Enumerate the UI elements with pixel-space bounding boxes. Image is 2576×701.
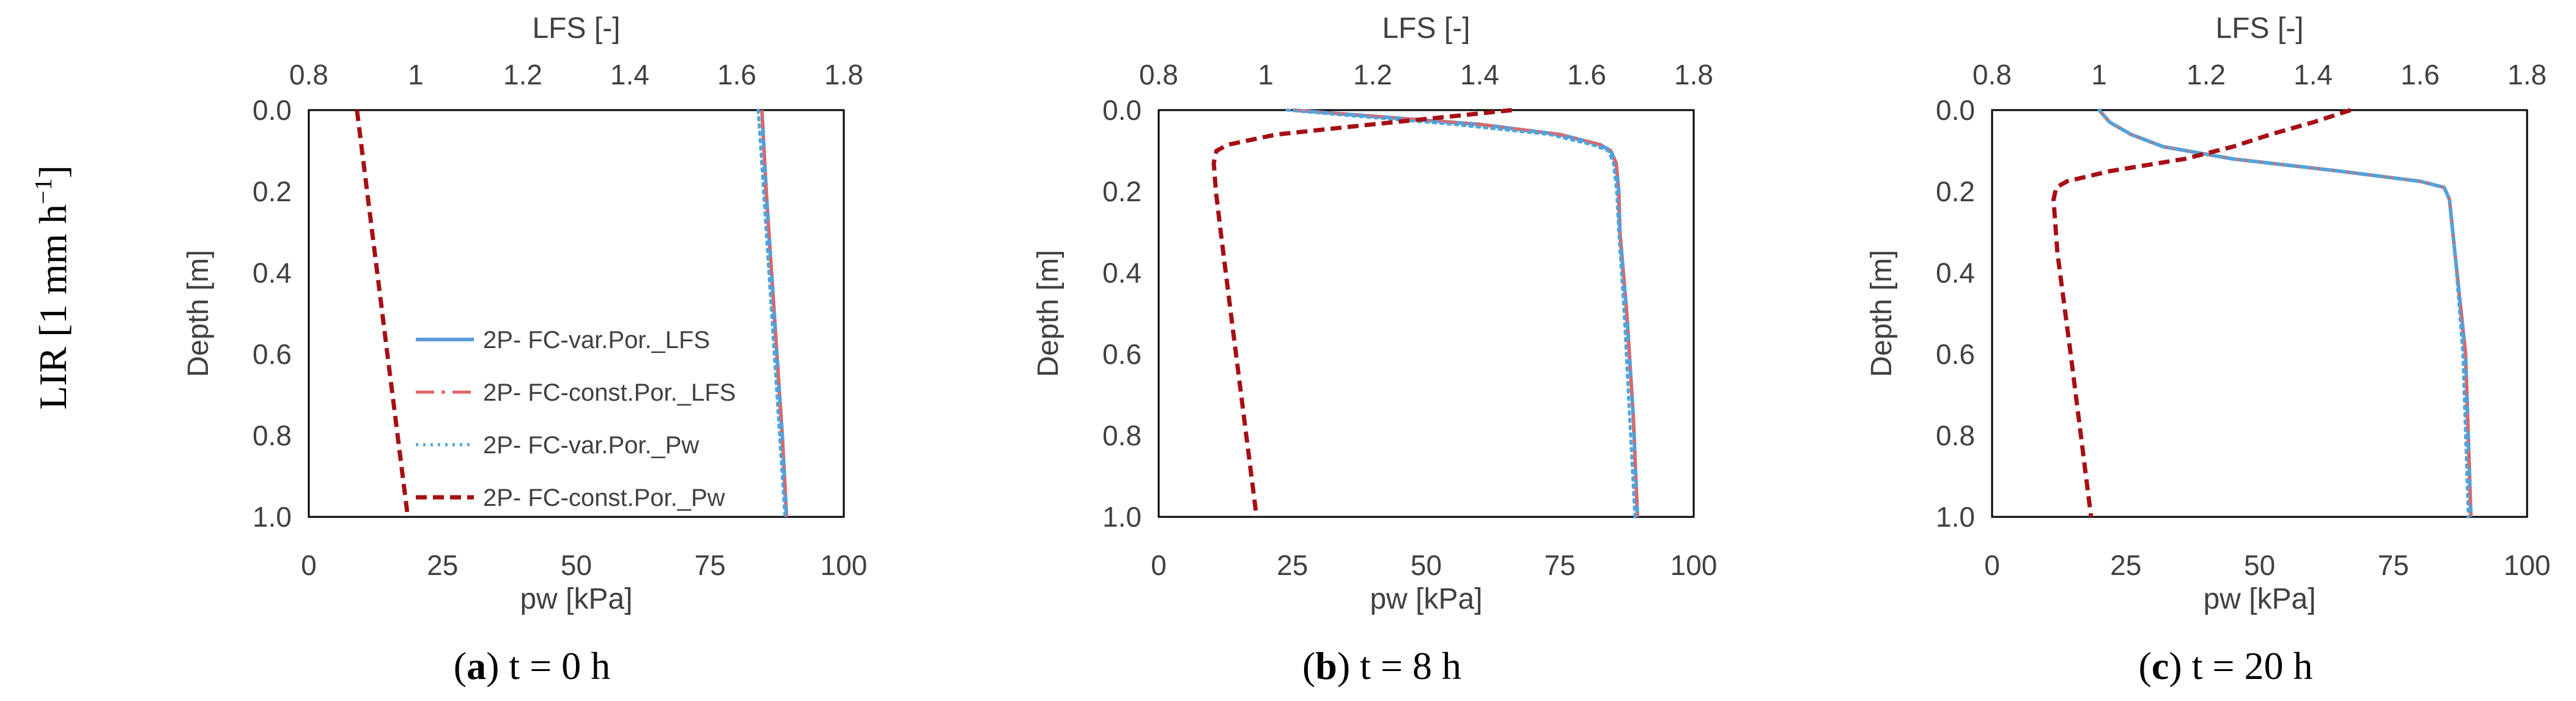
chart-panel-b: 0.8 1 1.2 1.4 1.6 1.8 LFS [-] 0 25 50 75 100 pw [kPa… <box>1032 12 1717 688</box>
top-tick-label: 1 <box>2091 59 2107 91</box>
y-tick-label: 0.2 <box>1936 176 1975 207</box>
y-axis-label: Depth [m] <box>1866 250 1898 377</box>
y-tick-label: 0.2 <box>253 176 292 207</box>
top-tick-label: 1.4 <box>2294 59 2333 91</box>
y-tick-label: 0.8 <box>1936 420 1975 451</box>
top-axis-label: LFS [-] <box>1382 12 1470 45</box>
y-tick-label: 0.8 <box>1102 420 1142 451</box>
top-tick-label: 1.8 <box>1674 59 1713 91</box>
bottom-tick-label: 0 <box>1984 549 2000 581</box>
panel-caption: (b) t = 8 h <box>1302 644 1461 688</box>
top-axis-label: LFS [-] <box>2215 12 2303 45</box>
legend: 2P- FC-var.Por._LFS 2P- FC-const.Por._LFS… <box>416 327 736 511</box>
bottom-tick-label: 100 <box>2504 549 2551 581</box>
bottom-tick-label: 50 <box>1411 549 1442 581</box>
top-tick-label: 0.8 <box>1139 59 1178 91</box>
top-tick-label: 1 <box>1258 59 1274 91</box>
series-line-const-pw <box>1211 108 1512 517</box>
row-label: LIR [1 mm h−1] <box>29 165 75 410</box>
y-tick-label: 0.8 <box>253 420 292 451</box>
bottom-tick-label: 75 <box>2378 549 2409 581</box>
y-tick-label: 0.4 <box>253 257 292 289</box>
legend-label: 2P- FC-const.Por._LFS <box>483 379 736 406</box>
top-tick-label: 0.8 <box>289 59 328 91</box>
top-tick-label: 1.4 <box>610 59 649 91</box>
y-tick-label: 0.6 <box>253 338 292 370</box>
series-line-var-pw <box>1285 108 1637 519</box>
chart-panel-c: 0.8 1 1.2 1.4 1.6 1.8 LFS [-] 0 25 50 75 100 pw [kPa… <box>1866 12 2550 688</box>
bottom-tick-label: 75 <box>695 549 726 581</box>
y-tick-label: 0.6 <box>1936 338 1975 370</box>
series-line-var-pw <box>2097 108 2470 519</box>
y-tick-label: 0.0 <box>1102 94 1142 126</box>
top-tick-label: 1.6 <box>717 59 756 91</box>
legend-label: 2P- FC-var.Por._Pw <box>483 432 699 459</box>
top-tick-label: 1.4 <box>1460 59 1499 91</box>
series-line-const-lfs <box>1292 108 1639 517</box>
top-tick-label: 1.6 <box>2401 59 2440 91</box>
top-axis-label: LFS [-] <box>532 12 620 45</box>
top-tick-label: 0.8 <box>1973 59 2012 91</box>
y-tick-label: 0.6 <box>1102 338 1142 370</box>
y-tick-label: 1.0 <box>1102 501 1142 533</box>
plot-frame <box>308 109 845 518</box>
y-tick-label: 1.0 <box>1936 501 1975 533</box>
bottom-axis-label: pw [kPa] <box>2203 583 2316 615</box>
top-tick-label: 1 <box>408 59 424 91</box>
top-tick-label: 1.2 <box>2187 59 2226 91</box>
bottom-axis-label: pw [kPa] <box>1370 583 1482 615</box>
bottom-tick-label: 100 <box>821 549 868 581</box>
y-tick-label: 1.0 <box>253 501 292 533</box>
bottom-tick-label: 25 <box>1277 549 1308 581</box>
legend-label: 2P- FC-const.Por._Pw <box>483 484 725 511</box>
panel-caption: (a) t = 0 h <box>454 644 611 688</box>
top-tick-label: 1.8 <box>2508 59 2547 91</box>
bottom-tick-label: 100 <box>1670 549 1718 581</box>
bottom-axis-label: pw [kPa] <box>520 583 632 615</box>
series-line-const-lfs <box>760 109 788 517</box>
y-axis-label: Depth [m] <box>1032 250 1065 377</box>
series-line-var-pw <box>756 108 787 519</box>
y-axis-label: Depth [m] <box>182 250 215 377</box>
panel-caption: (c) t = 20 h <box>2139 644 2313 688</box>
bottom-tick-label: 50 <box>561 549 592 581</box>
y-tick-label: 0.0 <box>1936 94 1975 126</box>
y-tick-label: 0.4 <box>1102 257 1142 289</box>
chart-panel-a: 0.8 1 1.2 1.4 1.6 1.8 LFS [-] 0 25 50 75 100 pw [kPa… <box>182 12 867 688</box>
bottom-tick-label: 0 <box>301 549 317 581</box>
y-tick-label: 0.4 <box>1936 257 1975 289</box>
plot-frame <box>1991 109 2528 518</box>
bottom-tick-label: 75 <box>1544 549 1576 581</box>
bottom-tick-label: 50 <box>2244 549 2275 581</box>
y-tick-label: 0.2 <box>1102 176 1142 207</box>
top-tick-label: 1.8 <box>824 59 863 91</box>
bottom-tick-label: 25 <box>427 549 458 581</box>
bottom-tick-label: 0 <box>1151 549 1167 581</box>
top-tick-label: 1.6 <box>1567 59 1606 91</box>
legend-label: 2P- FC-var.Por._LFS <box>483 327 710 354</box>
series-line-const-pw <box>2051 108 2352 517</box>
top-tick-label: 1.2 <box>503 59 542 91</box>
y-tick-label: 0.0 <box>253 94 292 126</box>
top-tick-label: 1.2 <box>1353 59 1392 91</box>
bottom-tick-label: 25 <box>2110 549 2141 581</box>
